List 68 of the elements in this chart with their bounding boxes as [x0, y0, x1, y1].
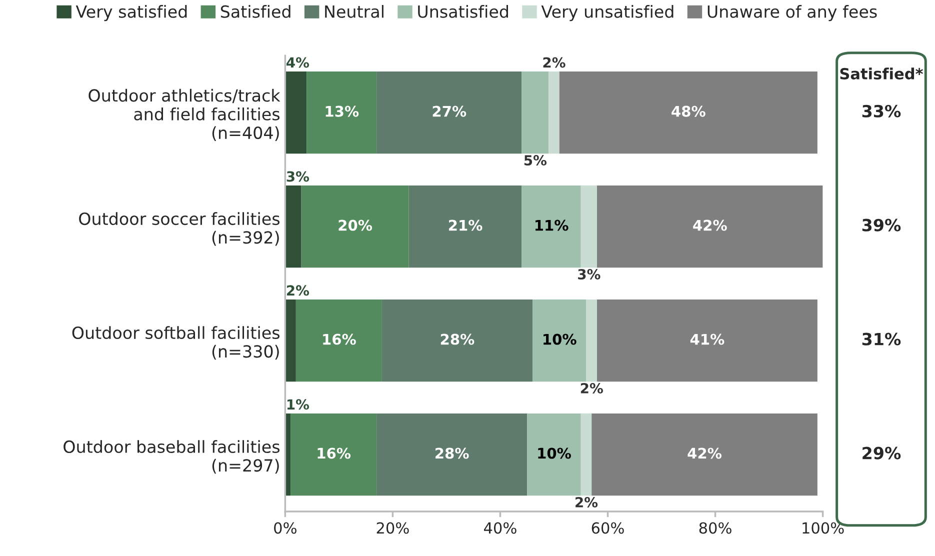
data-label: 3% — [578, 268, 600, 280]
x-tick-label: 0% — [274, 522, 296, 534]
data-label: 10% — [538, 448, 571, 459]
bar — [580, 413, 592, 496]
data-label: 10% — [544, 334, 576, 345]
data-label: 2% — [286, 285, 310, 296]
bar — [408, 186, 522, 268]
bar — [592, 413, 818, 496]
data-label: 3% — [286, 171, 310, 182]
bar — [596, 186, 823, 268]
legend-label: Unsatisfied — [418, 5, 508, 18]
y-tick-label: Outdoor athletics/track and field facilities (n=404) — [88, 88, 280, 142]
x-tick-label: 20% — [376, 522, 409, 534]
bar — [559, 72, 818, 154]
data-label: 21% — [448, 220, 482, 231]
x-tick-label: 80% — [699, 522, 732, 534]
data-label: 28% — [440, 334, 474, 345]
text: 29% — [862, 446, 901, 460]
data-label: 27% — [432, 106, 466, 117]
bar — [376, 72, 522, 154]
legend-label: Neutral — [325, 5, 384, 18]
bar — [586, 300, 597, 382]
bar — [522, 186, 581, 268]
x-tick-label: 100% — [802, 522, 844, 534]
data-label: 20% — [338, 220, 372, 231]
bar — [296, 300, 382, 382]
data-label: 5% — [524, 155, 547, 166]
bar — [548, 72, 560, 154]
data-label: 13% — [326, 106, 359, 117]
y-tick-label: Outdoor baseball facilities (n=297) — [64, 440, 280, 474]
data-label: 28% — [436, 448, 469, 459]
bar — [527, 413, 581, 496]
bar — [285, 300, 296, 382]
x-tick-label: 40% — [484, 522, 516, 534]
bar — [285, 186, 302, 268]
bar — [301, 186, 409, 268]
text: Satisfied* — [840, 68, 923, 80]
bar — [290, 413, 377, 496]
data-label: 42% — [693, 220, 727, 231]
bar — [382, 300, 532, 382]
bar — [532, 300, 586, 382]
data-label: 16% — [318, 448, 351, 459]
data-label: 2% — [543, 57, 566, 68]
data-label: 4% — [286, 57, 310, 68]
y-tick-label: Outdoor soccer facilities (n=392) — [79, 212, 280, 246]
bar — [522, 72, 549, 154]
legend-label: Very satisfied — [76, 5, 187, 22]
bar — [376, 413, 528, 496]
data-label: 11% — [535, 220, 568, 231]
data-label: 48% — [672, 106, 706, 117]
data-label: 16% — [323, 334, 356, 345]
legend-label: Unaware of any fees — [708, 5, 877, 22]
legend-label: Satisfied — [220, 5, 290, 18]
x-tick-label: 60% — [592, 522, 624, 534]
bar — [285, 72, 307, 154]
y-tick-label: Outdoor softball facilities (n=330) — [72, 326, 280, 360]
text: 31% — [862, 332, 901, 346]
data-label: 41% — [690, 334, 724, 345]
bar — [580, 186, 597, 268]
legend-label: Very unsatisfied — [541, 5, 674, 22]
bar — [306, 72, 377, 154]
text: 33% — [862, 104, 901, 118]
data-label: 42% — [688, 448, 722, 459]
text: 39% — [862, 218, 901, 232]
data-label: 2% — [576, 496, 598, 508]
data-label: 2% — [580, 382, 603, 394]
data-label: 1% — [287, 399, 310, 410]
bar — [596, 300, 818, 382]
